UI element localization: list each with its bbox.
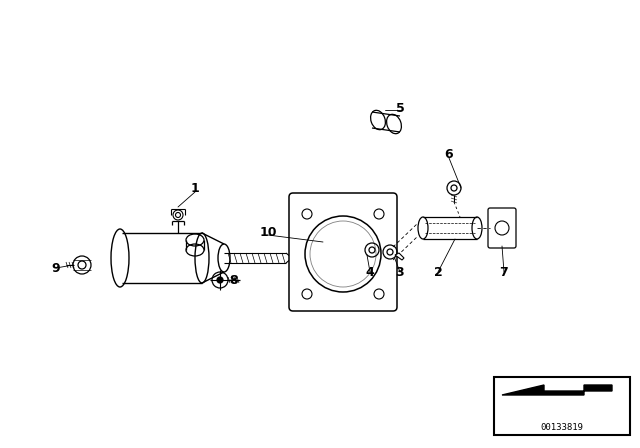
Bar <box>494 377 630 435</box>
Text: 10: 10 <box>259 225 276 238</box>
Text: 3: 3 <box>396 266 404 279</box>
Text: 5: 5 <box>396 102 404 115</box>
Text: 2: 2 <box>434 266 442 279</box>
Polygon shape <box>502 385 612 395</box>
Text: 1: 1 <box>191 181 200 194</box>
FancyBboxPatch shape <box>289 193 397 311</box>
Text: 9: 9 <box>52 262 60 275</box>
Text: 6: 6 <box>445 148 453 161</box>
Text: 4: 4 <box>365 266 374 279</box>
Circle shape <box>217 277 223 283</box>
FancyBboxPatch shape <box>488 208 516 248</box>
Text: 00133819: 00133819 <box>541 422 584 431</box>
Polygon shape <box>395 253 404 260</box>
Text: 7: 7 <box>500 266 508 279</box>
Text: 8: 8 <box>230 273 238 287</box>
